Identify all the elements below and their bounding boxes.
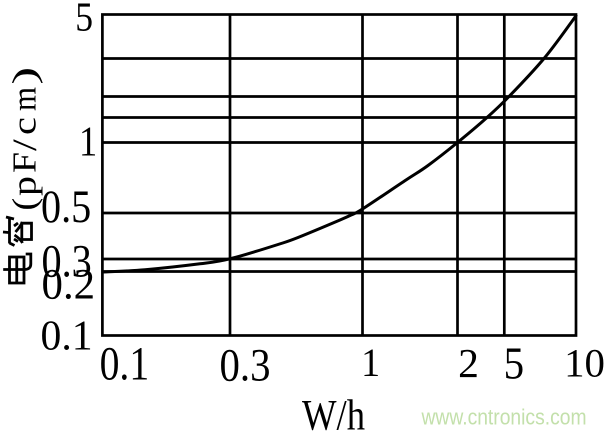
- svg-text:0.1: 0.1: [41, 313, 93, 360]
- svg-text:2: 2: [458, 340, 479, 386]
- svg-text:www.cntronics.com: www.cntronics.com: [421, 405, 587, 430]
- svg-text:c: c: [7, 117, 44, 135]
- svg-text:0.3: 0.3: [42, 236, 92, 288]
- svg-text:(: (: [7, 198, 44, 211]
- svg-text:0.1: 0.1: [100, 339, 150, 391]
- svg-text:5: 5: [75, 0, 93, 40]
- svg-text:0.3: 0.3: [220, 340, 271, 392]
- svg-text:1: 1: [361, 340, 380, 385]
- svg-text:m: m: [7, 87, 44, 111]
- svg-text:/: /: [7, 139, 44, 151]
- svg-text:0.2: 0.2: [42, 261, 96, 309]
- svg-text:W/h: W/h: [302, 391, 365, 433]
- svg-text:10: 10: [564, 341, 605, 386]
- svg-text:0.5: 0.5: [41, 182, 91, 233]
- svg-text:): ): [7, 67, 44, 85]
- svg-text:p: p: [7, 176, 44, 196]
- svg-text:5: 5: [504, 339, 524, 389]
- svg-text:1: 1: [79, 119, 97, 166]
- svg-text:F: F: [7, 152, 44, 173]
